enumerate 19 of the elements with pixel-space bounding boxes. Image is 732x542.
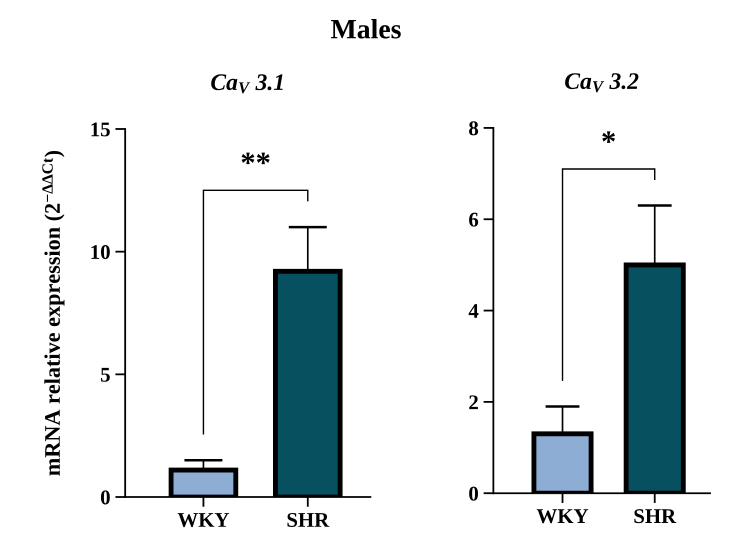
y-tick-label: 4 xyxy=(468,304,478,318)
x-tick-label: SHR xyxy=(634,509,676,524)
y-tick-label: 10 xyxy=(91,245,110,260)
y-tick-label: 8 xyxy=(469,121,478,136)
y-tick-label: 0 xyxy=(469,486,478,501)
y-tick-label: 0 xyxy=(100,490,110,504)
y-axis-title: mRNA relative expression (2$^{−ΔΔCt}$) xyxy=(42,150,64,476)
x-tick-label: SHR xyxy=(287,512,330,527)
y-tick-label: 2 xyxy=(469,395,478,410)
x-tick-label: WKY xyxy=(178,513,230,528)
chart-title: Males xyxy=(330,18,401,39)
chart-subtitle: Ca$_{V}$ 3.1 xyxy=(211,74,283,94)
chart-subtitle: Ca$_{V}$ 3.2 xyxy=(565,73,638,92)
annotation: * xyxy=(602,131,615,143)
y-tick-label: 6 xyxy=(469,212,478,227)
annotation: ** xyxy=(242,152,270,164)
y-tick-label: 5 xyxy=(101,368,110,382)
x-tick-label: WKY xyxy=(536,509,588,524)
y-tick-label: 15 xyxy=(91,122,110,136)
